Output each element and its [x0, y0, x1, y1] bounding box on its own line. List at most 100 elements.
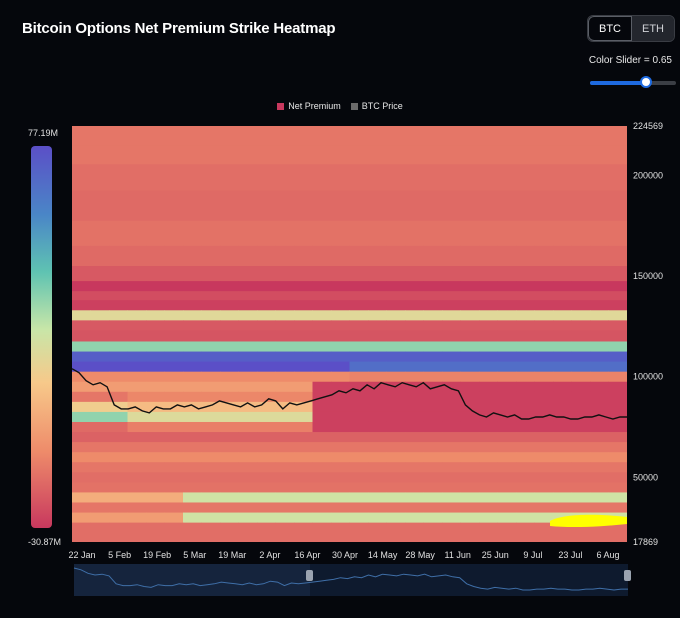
- heatmap-cell: [386, 522, 406, 542]
- heatmap-cell: [460, 502, 480, 514]
- range-navigator[interactable]: [73, 564, 631, 596]
- heatmap-cell: [275, 145, 295, 165]
- color-slider-thumb[interactable]: [639, 76, 652, 88]
- heatmap-cell: [405, 482, 424, 493]
- legend-item-net-premium[interactable]: Net Premium: [277, 101, 341, 111]
- heatmap-cell: [479, 266, 498, 282]
- heatmap-cell: [312, 291, 332, 301]
- heatmap-cell: [294, 391, 313, 403]
- heatmap-cell: [349, 266, 369, 282]
- heatmap-cell: [479, 512, 498, 524]
- heatmap-cell: [257, 381, 276, 393]
- heatmap-cell: [479, 330, 498, 342]
- heatmap-cell: [294, 361, 313, 373]
- heatmap-cell: [257, 164, 276, 192]
- heatmap-cell: [405, 330, 424, 342]
- heatmap-cell: [312, 421, 332, 433]
- heatmap-cell: [386, 300, 406, 311]
- heatmap-cell: [553, 341, 572, 353]
- heatmap-cell: [423, 391, 443, 403]
- eth-button[interactable]: ETH: [632, 16, 674, 41]
- heatmap-cell: [368, 310, 387, 321]
- heatmap-cell: [72, 300, 91, 311]
- heatmap-cell: [571, 522, 591, 542]
- heatmap-cell: [127, 351, 147, 363]
- heatmap-cell: [238, 462, 258, 473]
- heatmap-cell: [257, 512, 276, 524]
- heatmap-cell: [294, 432, 313, 443]
- heatmap-cell: [368, 266, 387, 282]
- heatmap-cell: [516, 361, 535, 373]
- heatmap-cell: [479, 391, 498, 403]
- heatmap-cell: [238, 452, 258, 463]
- heatmap-cell: [312, 145, 332, 165]
- navigator-selection[interactable]: [74, 564, 310, 596]
- heatmap-cell: [349, 522, 369, 542]
- heatmap-cell: [220, 330, 239, 342]
- heatmap-cell: [479, 472, 498, 483]
- heatmap-cell: [368, 126, 387, 146]
- color-slider[interactable]: [590, 76, 676, 88]
- heatmap-cell: [257, 220, 276, 247]
- heatmap-cell: [72, 266, 91, 282]
- heatmap-cell: [460, 330, 480, 342]
- heatmap-cell: [146, 220, 165, 247]
- heatmap-cell: [534, 502, 554, 514]
- heatmap-cell: [497, 281, 517, 292]
- heatmap-cell: [460, 492, 480, 503]
- heatmap-cell: [275, 126, 295, 146]
- heatmap-cell: [368, 391, 387, 403]
- navigator-handle-right[interactable]: [624, 570, 631, 581]
- heatmap-cell: [442, 126, 461, 146]
- heatmap-cell: [294, 421, 313, 433]
- heatmap-cell: [220, 281, 239, 292]
- y-tick-label: 100000: [633, 372, 663, 382]
- btc-button[interactable]: BTC: [588, 16, 632, 41]
- heatmap-cell: [275, 245, 295, 267]
- heatmap-cell: [386, 452, 406, 463]
- heatmap-cell: [571, 442, 591, 453]
- heatmap-cell: [331, 126, 350, 146]
- heatmap-cell: [368, 371, 387, 383]
- heatmap-cell: [331, 411, 350, 423]
- heatmap-cell: [164, 492, 184, 503]
- heatmap-cell: [608, 462, 627, 473]
- heatmap-cell: [312, 442, 332, 453]
- heatmap-cell: [90, 126, 110, 146]
- heatmap-cell: [497, 300, 517, 311]
- heatmap-cell: [90, 411, 110, 423]
- heatmap-cell: [497, 432, 517, 443]
- heatmap-cell: [127, 245, 147, 267]
- heatmap-cell: [442, 432, 461, 443]
- heatmap-cell: [312, 266, 332, 282]
- heatmap-cell: [294, 351, 313, 363]
- legend-item-btc-price[interactable]: BTC Price: [350, 101, 403, 111]
- heatmap-cell: [257, 310, 276, 321]
- heatmap-cell: [553, 310, 572, 321]
- heatmap-cell: [183, 190, 202, 222]
- heatmap-cell: [405, 126, 424, 146]
- heatmap-cell: [146, 126, 165, 146]
- heatmap-cell: [571, 432, 591, 443]
- heatmap-cell: [183, 126, 202, 146]
- heatmap-cell: [608, 371, 627, 383]
- heatmap-cell: [534, 482, 554, 493]
- heatmap-cell: [312, 381, 332, 393]
- heatmap-cell: [386, 341, 406, 353]
- heatmap-cell: [146, 472, 165, 483]
- heatmap-cell: [405, 502, 424, 514]
- heatmap-cell: [201, 220, 221, 247]
- heatmap-cell: [312, 411, 332, 423]
- asset-toggle[interactable]: BTC ETH: [587, 15, 675, 42]
- heatmap-cell: [183, 245, 202, 267]
- heatmap-cell: [479, 401, 498, 413]
- navigator-handle-left[interactable]: [306, 570, 313, 581]
- heatmap-cell: [220, 401, 239, 413]
- heatmap-cell: [127, 442, 147, 453]
- heatmap-cell: [90, 401, 110, 413]
- heatmap-cell: [460, 452, 480, 463]
- heatmap-cell: [368, 401, 387, 413]
- heatmap-cell: [534, 432, 554, 443]
- heatmap-cell: [72, 220, 91, 247]
